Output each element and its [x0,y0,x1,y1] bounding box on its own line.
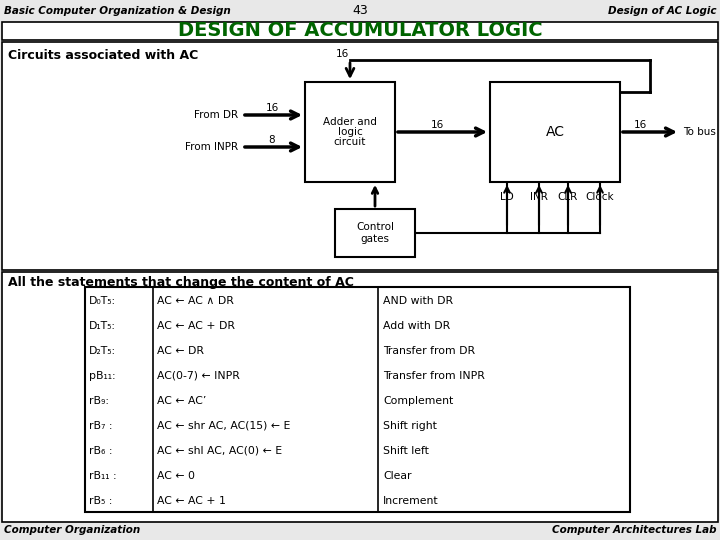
Text: AC ← 0: AC ← 0 [157,471,195,481]
Text: rB₁₁ :: rB₁₁ : [89,471,117,481]
Text: 43: 43 [352,4,368,17]
Text: CLR: CLR [558,192,578,202]
Text: pB₁₁:: pB₁₁: [89,371,116,381]
Text: 16: 16 [266,103,279,113]
Text: Transfer from INPR: Transfer from INPR [383,371,485,381]
Bar [305,82,395,182]
Text: Add with DR: Add with DR [383,321,450,330]
Text: 16: 16 [336,49,348,59]
Text: From INPR: From INPR [185,142,238,152]
Text: 8: 8 [269,135,275,145]
Text: D₂T₅:: D₂T₅: [89,346,116,356]
Text: Clock: Clock [585,192,614,202]
Text: Control: Control [356,222,394,232]
Text: AC ← AC + 1: AC ← AC + 1 [157,496,226,506]
Text: From DR: From DR [194,110,238,120]
Text: INR: INR [530,192,548,202]
Text: gates: gates [361,234,390,244]
Text: Adder and: Adder and [323,117,377,127]
Text: Design of AC Logic: Design of AC Logic [608,6,716,16]
Text: Complement: Complement [383,396,454,406]
Text: Shift left: Shift left [383,446,429,456]
Text: circuit: circuit [334,137,366,147]
Text: AC: AC [546,125,564,139]
Text: AND with DR: AND with DR [383,296,453,306]
Text: Computer Organization: Computer Organization [4,525,140,535]
Text: AC ← shl AC, AC(0) ← E: AC ← shl AC, AC(0) ← E [157,446,282,456]
Text: logic: logic [338,127,362,137]
Text: Shift right: Shift right [383,421,437,431]
Bar [2,272,718,522]
Text: AC ← AC ∧ DR: AC ← AC ∧ DR [157,296,234,306]
Bar [85,287,630,512]
Text: rB₇ :: rB₇ : [89,421,112,431]
Text: Increment: Increment [383,496,438,506]
Text: All the statements that change the content of AC: All the statements that change the conte… [8,276,354,289]
Bar [2,42,718,270]
Text: D₁T₅:: D₁T₅: [89,321,116,330]
Text: DESIGN OF ACCUMULATOR LOGIC: DESIGN OF ACCUMULATOR LOGIC [178,22,542,40]
Text: To bus: To bus [683,127,716,137]
Text: AC ← AC + DR: AC ← AC + DR [157,321,235,330]
Text: LD: LD [500,192,514,202]
Text: 16: 16 [431,120,444,130]
Text: 16: 16 [634,120,647,130]
Bar [335,209,415,257]
Text: Computer Architectures Lab: Computer Architectures Lab [552,525,716,535]
Bar [2,22,718,40]
Text: Circuits associated with AC: Circuits associated with AC [8,49,198,62]
Text: Basic Computer Organization & Design: Basic Computer Organization & Design [4,6,230,16]
Text: Clear: Clear [383,471,412,481]
Bar [0,0,720,22]
Text: Transfer from DR: Transfer from DR [383,346,475,356]
Text: AC ← shr AC, AC(15) ← E: AC ← shr AC, AC(15) ← E [157,421,290,431]
Text: D₀T₅:: D₀T₅: [89,296,116,306]
Text: AC(0-7) ← INPR: AC(0-7) ← INPR [157,371,240,381]
Bar [490,82,620,182]
Text: rB₉:: rB₉: [89,396,109,406]
Text: rB₆ :: rB₆ : [89,446,112,456]
Text: AC ← DR: AC ← DR [157,346,204,356]
Text: AC ← AC’: AC ← AC’ [157,396,207,406]
Text: rB₅ :: rB₅ : [89,496,112,506]
